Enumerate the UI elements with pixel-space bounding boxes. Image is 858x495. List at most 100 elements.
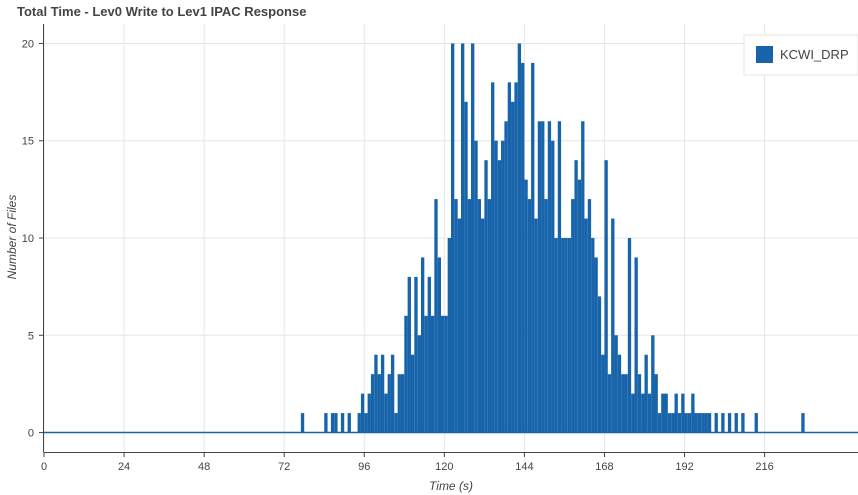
bar (697, 413, 702, 433)
bar (527, 199, 532, 433)
x-tick-label: 0 (41, 461, 47, 473)
bar (584, 218, 588, 433)
bar (594, 257, 598, 433)
bar (664, 393, 668, 433)
bar (544, 199, 548, 433)
bar (617, 354, 622, 433)
bar (467, 199, 472, 433)
x-axis-title: Time (s) (429, 479, 473, 493)
bar (597, 296, 602, 433)
bar (801, 413, 805, 433)
bar (397, 374, 401, 433)
bar (340, 413, 345, 433)
bar (704, 413, 708, 433)
x-tick-label: 48 (198, 461, 210, 473)
bar (437, 257, 441, 433)
legend-label-kcwi-drp: KCWI_DRP (780, 47, 849, 62)
bar (367, 393, 371, 433)
bar (684, 413, 688, 433)
bar (524, 179, 528, 433)
bar (400, 374, 405, 433)
bar (501, 140, 505, 433)
bar (390, 354, 395, 433)
bar (564, 238, 568, 433)
bar (514, 82, 518, 433)
bar (727, 413, 732, 433)
bar (384, 393, 388, 433)
bar (571, 199, 575, 433)
bar (394, 413, 398, 433)
bar (531, 62, 535, 433)
y-tick-label: 5 (28, 330, 34, 342)
bar (624, 374, 628, 433)
bar (644, 354, 648, 433)
bar (721, 413, 725, 433)
bar (420, 257, 425, 433)
bar (430, 315, 435, 433)
bar (637, 374, 642, 433)
bar (734, 413, 738, 433)
bar (370, 374, 375, 433)
bar (741, 413, 745, 433)
bar (534, 218, 538, 433)
bar (517, 43, 522, 433)
bar (457, 218, 462, 433)
x-tick-label: 72 (278, 461, 290, 473)
x-tick-label: 168 (595, 461, 613, 473)
y-axis-title: Number of Files (5, 195, 19, 280)
bar (380, 354, 385, 433)
bar (491, 82, 495, 433)
bar (497, 160, 502, 433)
bar (567, 238, 572, 433)
bar (434, 199, 438, 433)
bar (364, 413, 368, 433)
bar (601, 354, 605, 433)
bar (464, 101, 468, 433)
bar (360, 393, 365, 433)
bar (521, 62, 525, 433)
bar (494, 140, 498, 433)
bar (754, 413, 758, 433)
bars (44, 43, 858, 434)
bar (547, 121, 552, 433)
bar (671, 413, 675, 433)
bar (347, 413, 351, 433)
bar (657, 413, 662, 433)
bar (587, 199, 592, 433)
bar (447, 238, 451, 433)
bar (577, 179, 582, 433)
bar (677, 413, 682, 433)
bar (414, 276, 418, 433)
bar (477, 199, 482, 433)
bar (541, 121, 545, 433)
bar (634, 257, 638, 433)
bar (551, 140, 555, 433)
x-axis: 0 24 48 72 96 120 144 168 192 216 (41, 452, 858, 473)
bar (691, 393, 695, 433)
bar (614, 335, 618, 433)
x-tick-label: 144 (515, 461, 533, 473)
bar (627, 238, 632, 433)
bar (701, 413, 705, 433)
legend-swatch-kcwi-drp (756, 46, 773, 63)
bar (611, 218, 615, 433)
y-tick-label: 15 (22, 136, 34, 148)
bar (374, 354, 378, 433)
bar (440, 315, 445, 433)
bar (511, 101, 515, 433)
bar (581, 121, 585, 433)
x-tick-label: 24 (118, 461, 130, 473)
bar (561, 238, 565, 433)
bar (324, 413, 328, 433)
bar (707, 413, 712, 433)
bar (714, 413, 718, 433)
bar (631, 393, 635, 433)
bar (407, 276, 411, 433)
bar (647, 393, 652, 433)
bar (681, 393, 685, 433)
bar (330, 413, 335, 433)
bar (641, 393, 645, 433)
y-axis: 0 5 10 15 20 (22, 24, 44, 452)
x-tick-label: 216 (755, 461, 773, 473)
bar (604, 160, 608, 433)
